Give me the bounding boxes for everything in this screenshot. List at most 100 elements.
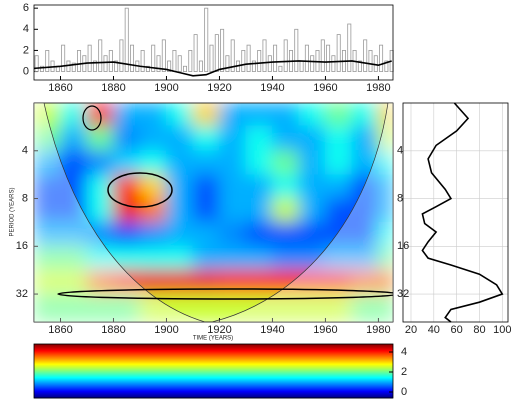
heatmap-cell xyxy=(192,198,220,223)
colorbar-band xyxy=(34,392,393,394)
heatmap-cell xyxy=(139,269,167,295)
heatmap-cell xyxy=(139,103,167,127)
bar xyxy=(167,60,172,72)
bar xyxy=(310,55,315,72)
colorbar-tick-label: 0 xyxy=(401,386,407,398)
bar xyxy=(161,39,166,72)
colorbar-band xyxy=(34,355,393,357)
x-axis-label: TIME (YEARS) xyxy=(193,336,233,342)
heatmap-cell xyxy=(139,245,167,271)
heatmap-cell xyxy=(218,245,247,271)
heatmap-cell xyxy=(377,269,393,295)
bar xyxy=(251,60,256,72)
x-tick-label: 1940 xyxy=(260,82,284,94)
colorbar-tick-label: 2 xyxy=(401,366,407,378)
bar xyxy=(98,39,103,72)
heatmap-cell xyxy=(377,125,393,152)
significance-contour xyxy=(57,288,393,300)
x-tick-label: 1940 xyxy=(260,324,284,336)
heatmap-cell xyxy=(298,150,326,176)
colorbar-band xyxy=(34,385,393,387)
heatmap-cell xyxy=(298,103,326,127)
heatmap-cell xyxy=(192,269,220,295)
bar xyxy=(39,65,44,72)
heatmap-cell xyxy=(245,198,273,223)
plot-frame xyxy=(402,102,509,323)
heatmap-cell xyxy=(377,150,393,176)
bar xyxy=(209,44,214,72)
bar xyxy=(92,60,97,72)
heatmap-cell xyxy=(245,125,273,152)
bar xyxy=(273,44,278,72)
bar xyxy=(108,50,113,72)
heatmap-cell xyxy=(86,150,114,176)
colorbar-band xyxy=(34,377,393,379)
heatmap-cell xyxy=(59,293,88,322)
colorbar-band xyxy=(34,390,393,392)
heatmap-cell xyxy=(324,150,353,176)
heatmap-cell xyxy=(298,125,326,152)
bar xyxy=(130,44,135,72)
heatmap-cell xyxy=(351,103,379,127)
heatmap-cell xyxy=(351,245,379,271)
bar xyxy=(77,50,82,72)
colorbar-tick-label: 4 xyxy=(401,346,407,358)
heatmap-cell xyxy=(192,103,220,127)
heatmap-cell xyxy=(165,103,194,127)
colorbar-band xyxy=(34,351,393,353)
heatmap-cell xyxy=(271,103,300,127)
heatmap-cell xyxy=(139,174,167,200)
colorbar-band xyxy=(34,352,393,354)
heatmap-cell xyxy=(377,245,393,271)
colorbar-band xyxy=(34,366,393,368)
colorbar-band xyxy=(34,361,393,363)
colorbar-band xyxy=(34,369,393,371)
bar xyxy=(114,60,119,72)
heatmap-cell xyxy=(86,198,114,223)
heatmap-cell xyxy=(351,150,379,176)
colorbar-band xyxy=(34,346,393,348)
heatmap-cell xyxy=(218,125,247,152)
y-tick-label: 16 xyxy=(16,240,28,252)
colorbar-band xyxy=(34,348,393,350)
smoothed-line xyxy=(33,60,392,77)
cone-of-influence xyxy=(212,103,393,322)
plot-frame xyxy=(33,343,394,399)
heatmap-cell xyxy=(298,221,326,247)
bar xyxy=(331,55,336,72)
cone-of-influence xyxy=(34,103,205,322)
y-tick-label: 4 xyxy=(22,145,28,157)
colorbar-band xyxy=(34,380,393,382)
heatmap-cell xyxy=(324,245,353,271)
heatmap-cell xyxy=(165,221,194,247)
heatmap-cell xyxy=(245,174,273,200)
colorbar-band xyxy=(34,370,393,372)
heatmap-cell xyxy=(34,103,61,127)
heatmap-cell xyxy=(165,125,194,152)
heatmap-cell xyxy=(245,269,273,295)
bar xyxy=(373,55,378,72)
heatmap-cell xyxy=(112,221,141,247)
colorbar-band xyxy=(34,378,393,380)
colorbar-band xyxy=(34,387,393,389)
y-tick-label: 32 xyxy=(16,288,28,300)
heatmap-cell xyxy=(324,221,353,247)
y-tick-label: 8 xyxy=(397,192,403,204)
y-tick-label: 0 xyxy=(23,65,29,77)
bar xyxy=(320,39,325,72)
heatmap-cell xyxy=(165,269,194,295)
heatmap-cell xyxy=(324,198,353,223)
colorbar-band xyxy=(34,391,393,393)
bar xyxy=(384,60,389,72)
bar xyxy=(66,60,71,72)
heatmap-cell xyxy=(324,174,353,200)
colorbar-band xyxy=(34,358,393,360)
bar xyxy=(368,50,373,72)
colorbar-band xyxy=(34,353,393,355)
colorbar-band xyxy=(34,394,393,396)
heatmap-cell xyxy=(192,174,220,200)
y-tick-label: 4 xyxy=(23,23,29,35)
heatmap-cell xyxy=(34,174,61,200)
heatmap-cell xyxy=(139,125,167,152)
heatmap-cell xyxy=(112,174,141,200)
